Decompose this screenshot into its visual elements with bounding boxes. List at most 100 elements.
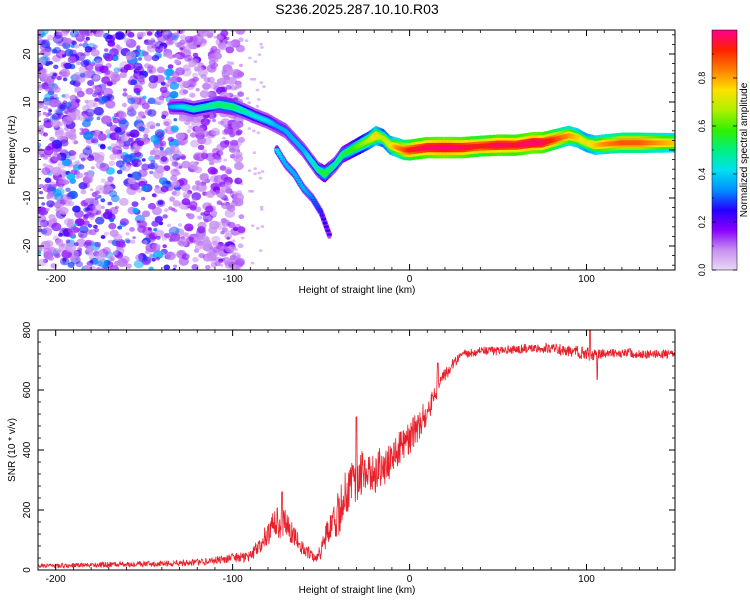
noise-blob [259, 205, 264, 209]
noise-blob [142, 95, 147, 100]
noise-blob [63, 179, 70, 185]
noise-blob [71, 115, 77, 120]
noise-blob [155, 131, 164, 138]
noise-blob [67, 261, 75, 268]
noise-blob [214, 221, 225, 230]
noise-blob [53, 46, 61, 54]
noise-blob [53, 64, 59, 70]
noise-blob [181, 253, 190, 260]
noise-blob [94, 87, 102, 93]
ridge-branch [322, 221, 328, 225]
noise-blob [109, 218, 115, 223]
noise-blob [85, 87, 94, 95]
noise-blob [231, 124, 236, 128]
noise-blob [159, 147, 164, 151]
noise-blob [225, 246, 233, 253]
ridge-branch [299, 185, 305, 188]
noise-blob [233, 192, 245, 202]
noise-blob [97, 194, 102, 199]
noise-blob [172, 189, 181, 197]
noise-blob [189, 92, 196, 98]
noise-blob [61, 158, 71, 167]
noise-blob [116, 169, 123, 175]
noise-blob [51, 222, 62, 232]
noise-blob [152, 170, 164, 179]
noise-blob [48, 83, 52, 88]
noise-blob [66, 221, 75, 228]
ridge-branch [326, 233, 332, 236]
noise-blob [98, 96, 108, 104]
noise-blob [232, 239, 236, 243]
noise-blob [151, 44, 157, 49]
noise-blob [86, 267, 92, 270]
noise-blob [257, 171, 261, 175]
noise-blob [237, 243, 244, 249]
noise-blob [46, 196, 51, 200]
noise-blob [70, 30, 79, 38]
noise-blob [163, 121, 170, 127]
noise-blob [131, 201, 139, 208]
noise-blob [192, 197, 197, 202]
noise-blob [129, 129, 140, 138]
noise-blob [94, 59, 104, 67]
noise-blob [104, 53, 114, 62]
noise-blob [229, 254, 237, 261]
noise-blob [38, 206, 47, 215]
noise-blob [155, 122, 161, 127]
noise-blob [74, 96, 79, 100]
y-tick-label: 10 [22, 96, 33, 108]
noise-blob [100, 198, 106, 203]
noise-blob [54, 252, 61, 259]
noise-blob [196, 182, 207, 192]
noise-blob [171, 207, 176, 212]
noise-blob [169, 197, 175, 202]
noise-blob [82, 147, 93, 156]
noise-blob [51, 166, 62, 176]
noise-blob [172, 200, 181, 207]
noise-blob [262, 85, 266, 88]
noise-blob [42, 111, 48, 116]
noise-blob [141, 210, 151, 218]
noise-blob [210, 45, 218, 52]
noise-blob [96, 252, 106, 261]
noise-blob [38, 101, 45, 109]
x-tick-label: -100 [223, 574, 243, 585]
noise-blob [113, 113, 119, 117]
noise-blob [78, 182, 88, 190]
noise-blob [112, 34, 117, 38]
noise-blob [219, 39, 224, 44]
noise-blob [227, 40, 234, 47]
noise-blob [234, 161, 244, 171]
spectrogram-plot [38, 30, 675, 270]
noise-blob [199, 30, 210, 37]
noise-blob [224, 197, 229, 202]
noise-blob [232, 245, 236, 249]
colorbar-tick-label: 0.4 [697, 168, 707, 181]
noise-blob [137, 111, 145, 117]
noise-blob [194, 233, 204, 241]
noise-blob [137, 225, 147, 233]
noise-blob [224, 229, 230, 234]
noise-blob [41, 202, 46, 206]
noise-blob [149, 170, 154, 175]
noise-blob [221, 69, 227, 74]
noise-blob [103, 231, 110, 236]
noise-blob [154, 31, 163, 38]
noise-blob [201, 39, 207, 44]
noise-blob [72, 164, 81, 171]
noise-blob [42, 183, 54, 193]
noise-blob [130, 79, 138, 86]
noise-blob [141, 158, 146, 162]
noise-blob [75, 61, 81, 66]
noise-blob [164, 232, 171, 239]
noise-blob [245, 97, 250, 100]
noise-blob [129, 227, 135, 232]
ridge-branch [292, 174, 298, 177]
noise-blob [210, 127, 220, 136]
x-tick-label: 100 [578, 574, 595, 585]
noise-blob [124, 30, 132, 36]
noise-blob [200, 118, 210, 126]
noise-blob [210, 262, 217, 268]
noise-blob [61, 94, 66, 98]
